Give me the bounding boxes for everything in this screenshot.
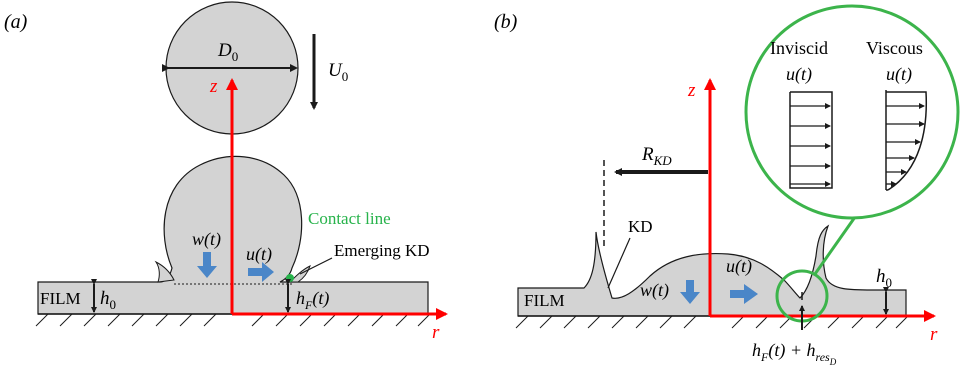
inviscid-profile [789, 91, 833, 189]
viscous-profile [885, 90, 928, 191]
panel-b-label: (b) [494, 11, 518, 33]
u-flow-arrow-a [248, 262, 274, 282]
emerging-kd-pointer [299, 257, 333, 275]
emerging-kd-left [154, 260, 175, 283]
r-axis-a-label: r [432, 322, 440, 343]
panel-a: (a) D0 U0 z r Contact line Emerging KD w… [4, 1, 448, 343]
inviscid-label: Inviscid [770, 38, 828, 58]
h0-label-a: h0 [100, 288, 116, 312]
contact-line-label: Contact line [308, 209, 391, 228]
r-axis-b-label: r [930, 324, 938, 345]
kd-radius-label: RKD [641, 144, 672, 168]
kd-label: KD [628, 217, 653, 236]
w-flow-arrow-b [680, 280, 700, 304]
emerging-kd-label: Emerging KD [334, 241, 430, 260]
diameter-label: D0 [217, 40, 238, 64]
velocity-profile-zoom [744, 4, 960, 220]
panel-b: (b) z r RKD KD w(t) u(t) FILM h0 hF(t) +… [494, 4, 960, 367]
kd-pointer [607, 237, 631, 289]
film-label-b: FILM [524, 291, 565, 310]
panel-a-label: (a) [4, 11, 28, 33]
z-axis-b-label: z [687, 80, 696, 101]
u-flow-arrow-b [730, 284, 758, 304]
residual-label: hF(t) + hresD [752, 340, 837, 367]
z-axis-a-label: z [209, 76, 218, 97]
u-label-a: u(t) [246, 244, 272, 265]
w-flow-arrow-a [197, 252, 217, 278]
contact-line-dot [286, 274, 294, 282]
velocity-label: U0 [328, 60, 348, 84]
ground-hatch-a [35, 313, 431, 327]
film-with-kd [517, 224, 907, 317]
h0-label-b: h0 [876, 266, 892, 290]
ground-hatch-b [515, 315, 909, 329]
u-viscous-label: u(t) [886, 64, 912, 85]
w-label-a: w(t) [192, 229, 221, 250]
u-label-b: u(t) [726, 256, 752, 277]
film-label-a: FILM [40, 289, 81, 308]
u-inviscid-label: u(t) [786, 64, 812, 85]
w-label-b: w(t) [640, 280, 669, 301]
hf-label-a: hF(t) [296, 288, 329, 312]
viscous-label: Viscous [866, 38, 923, 58]
